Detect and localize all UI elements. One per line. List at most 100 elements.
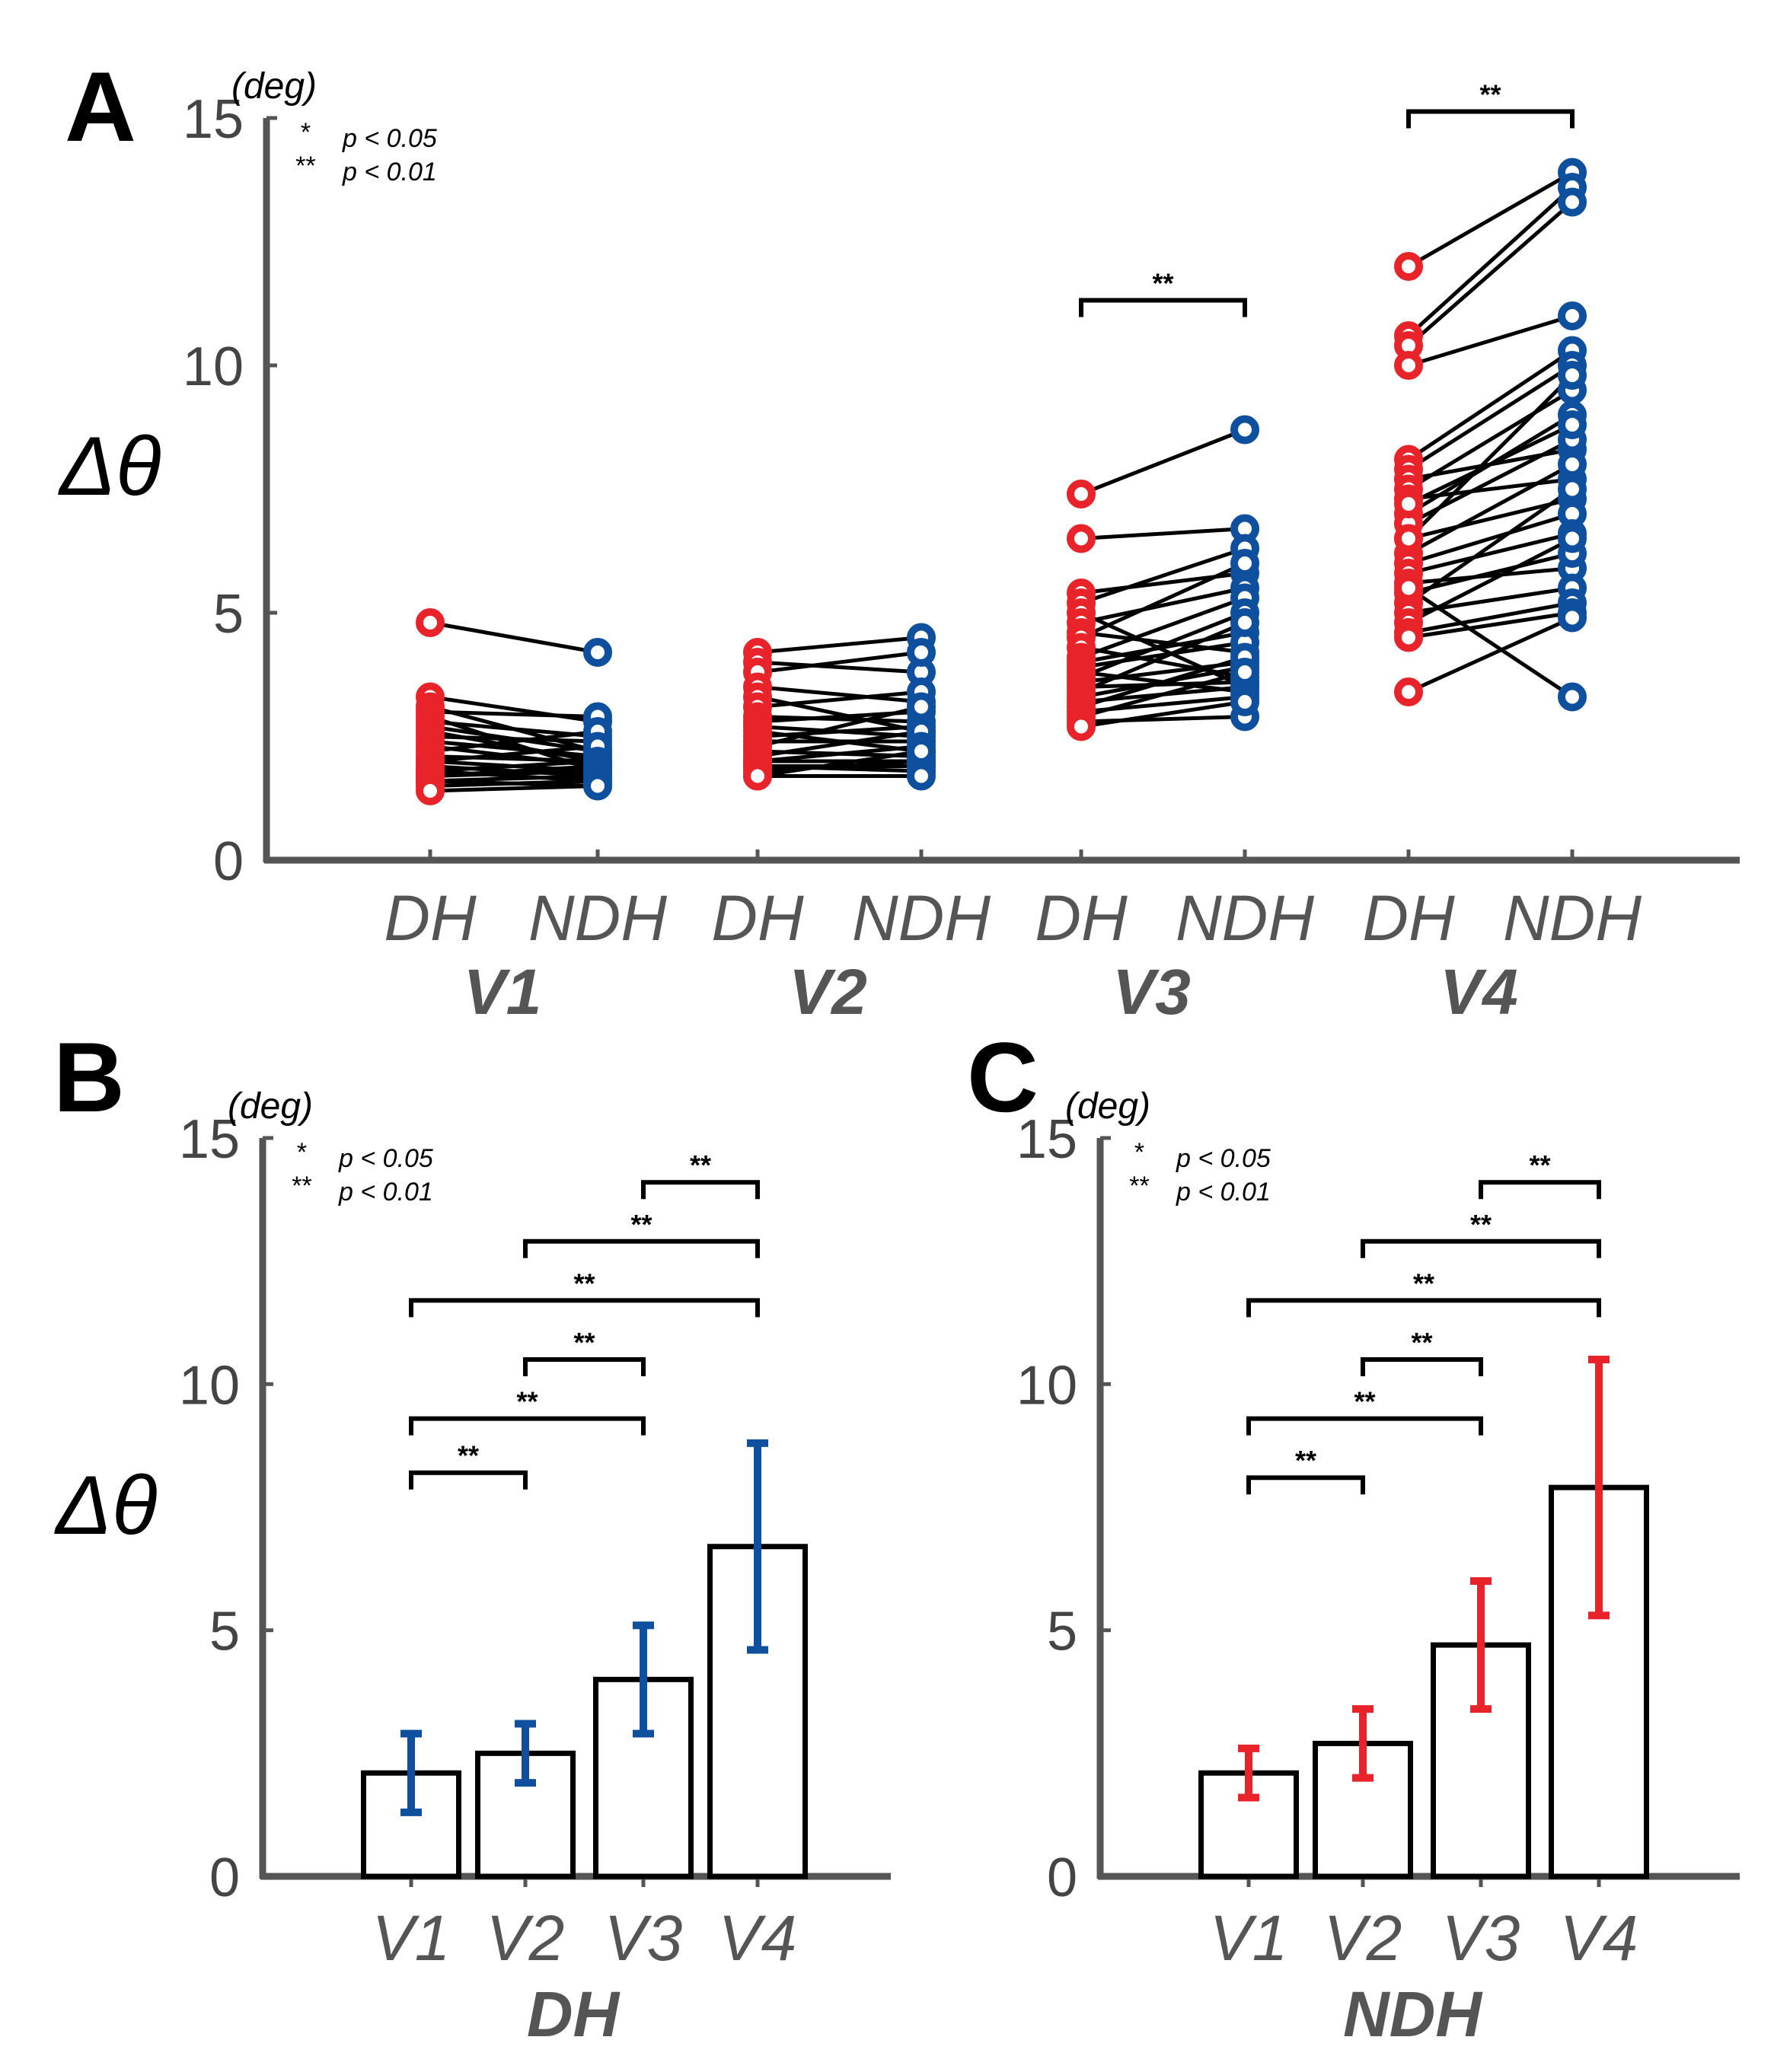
pair-line (429, 759, 598, 773)
legend-text-p005: p < 0.05 (342, 124, 437, 153)
ndh-point (1230, 608, 1259, 637)
x-category-dh: DH (1035, 882, 1128, 954)
pair-line (429, 779, 598, 788)
unit-label: (deg) (228, 1086, 313, 1127)
legend-star-double: ** (295, 151, 316, 180)
pair-line (757, 729, 922, 758)
comparison-bracket-v1-v2-label: ** (1295, 1445, 1316, 1476)
pair-line (1408, 551, 1573, 595)
comparison-bracket-v3-v4 (1479, 1180, 1601, 1200)
comparison-bracket-v1-v4-label: ** (1413, 1267, 1434, 1299)
y-axis-label-text: Δθ (57, 419, 161, 513)
comparison-bracket-v2-v3-label: ** (1411, 1327, 1432, 1358)
pair-line (1080, 700, 1246, 728)
pair-line (1080, 586, 1246, 625)
legend-star-single: * (295, 1138, 307, 1167)
legend-text-p001: p < 0.01 (1176, 1178, 1271, 1207)
dh-point (1394, 351, 1423, 380)
y-tick-label: 0 (209, 1847, 240, 1908)
ndh-point (907, 692, 936, 722)
dh-point (1394, 489, 1423, 518)
pair-line (1407, 374, 1574, 540)
pair-line (429, 769, 598, 778)
ndh-point (1558, 410, 1587, 439)
pair-line (757, 660, 922, 674)
pair-line (1080, 561, 1246, 639)
pair-line (757, 705, 922, 748)
x-category-v4: V4 (1560, 1902, 1638, 1974)
pair-line (757, 744, 922, 763)
pair-line (1080, 610, 1246, 679)
ndh-point (1558, 450, 1587, 479)
x-category-v1: V1 (372, 1902, 451, 1974)
pair-line (429, 735, 598, 744)
pair-line (1407, 422, 1574, 506)
pair-line (429, 695, 598, 724)
pair-line (757, 636, 922, 655)
pair-line (1080, 527, 1246, 540)
significance-bracket (1406, 109, 1575, 129)
x-category-v3: V3 (605, 1902, 683, 1974)
y-tick-label: 5 (209, 1602, 240, 1662)
pair-line (1407, 537, 1574, 625)
x-category-ndh: NDH (852, 882, 991, 954)
pair-line (429, 729, 598, 754)
ndh-point (1558, 474, 1587, 504)
pair-line (1080, 655, 1246, 709)
dh-point (1067, 480, 1096, 508)
y-tick-label: 5 (1047, 1602, 1077, 1662)
pair-line (1080, 428, 1246, 496)
pair-line (1407, 462, 1574, 556)
pair-line (757, 650, 922, 674)
y-tick-label: 15 (179, 1109, 240, 1170)
comparison-bracket-v3-v4-label: ** (1529, 1149, 1550, 1181)
pair-line (1080, 640, 1246, 669)
y-tick-label: 10 (1016, 1355, 1077, 1416)
significance-bracket-label: ** (1479, 79, 1501, 110)
y-tick-label: 10 (183, 336, 244, 397)
dh-point (1394, 252, 1423, 281)
x-category-v3: V3 (1442, 1902, 1520, 1974)
pair-line (1407, 349, 1574, 461)
pair-line (429, 620, 598, 655)
panel-letter-a: A (65, 51, 136, 162)
ndh-point (1558, 524, 1587, 553)
x-category-v1: V1 (1210, 1902, 1288, 1974)
pair-line (1407, 200, 1574, 347)
comparison-bracket-v3-v4 (641, 1180, 760, 1200)
pair-line (757, 690, 922, 709)
legend-star-single: * (299, 118, 311, 147)
pair-line (429, 709, 598, 719)
y-axis-label: Δθ (53, 1458, 157, 1552)
pair-line (1407, 586, 1574, 699)
x-category-dh: DH (1362, 882, 1455, 954)
x-axis-title: DH (527, 1978, 621, 2050)
pair-line (1407, 616, 1574, 694)
comparison-bracket-v2-v3 (1361, 1357, 1483, 1376)
ndh-point (1230, 415, 1259, 445)
ndh-point (583, 771, 612, 801)
legend-text-p001: p < 0.01 (342, 158, 437, 186)
pair-line (1080, 620, 1246, 694)
pair-line (757, 725, 922, 738)
comparison-bracket-v2-v4-label: ** (1470, 1209, 1492, 1240)
comparison-bracket-v1-v2 (1246, 1475, 1365, 1495)
y-tick-label: 10 (179, 1355, 240, 1416)
x-category-ndh: NDH (528, 882, 667, 954)
panel-letter-b: B (53, 1022, 125, 1133)
pair-line (1408, 512, 1573, 566)
x-category-v4: V4 (719, 1902, 797, 1974)
unit-label: (deg) (1065, 1086, 1150, 1127)
ndh-point (1558, 361, 1587, 390)
dh-point (1067, 712, 1096, 741)
significance-bracket-label: ** (1152, 268, 1173, 299)
ndh-point (583, 638, 612, 667)
x-category-dh: DH (384, 882, 477, 954)
pair-line (757, 715, 922, 724)
comparison-bracket-v2-v4 (1361, 1238, 1601, 1258)
pair-line (1408, 314, 1573, 368)
panel-letter-c: C (967, 1022, 1039, 1133)
